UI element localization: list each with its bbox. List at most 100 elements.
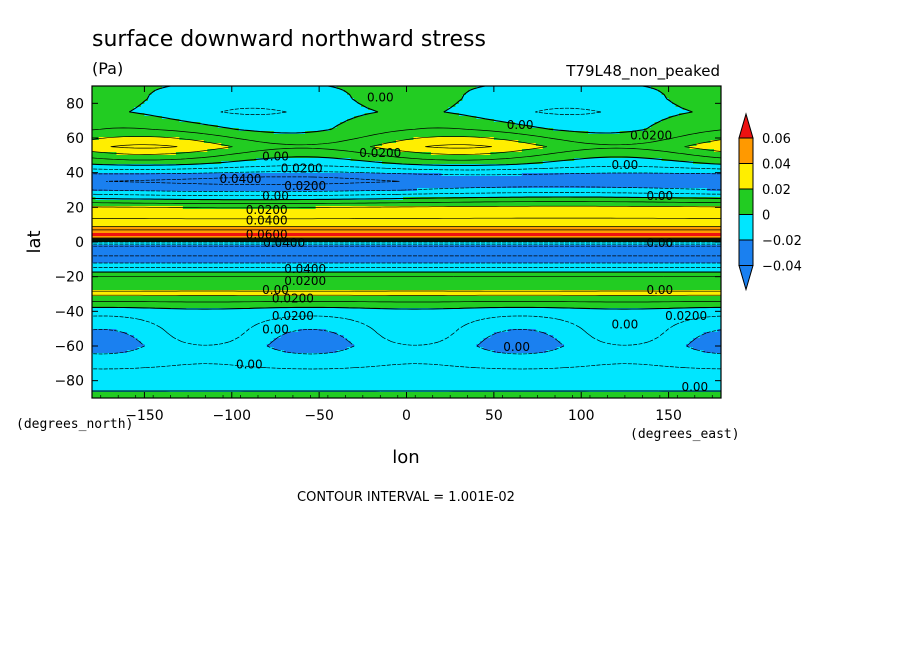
field-cell	[92, 353, 721, 357]
field-cell	[144, 101, 359, 105]
field-cell	[95, 197, 404, 201]
field-cell	[556, 338, 694, 342]
field-cell	[350, 158, 575, 162]
field-cell	[273, 338, 348, 342]
field-cell	[689, 110, 721, 114]
x-tick-label: 0	[402, 408, 411, 424]
field-cell	[92, 140, 205, 144]
contour-label: 0.0400	[220, 172, 262, 186]
field-cell	[161, 116, 355, 120]
field-cell	[336, 332, 495, 336]
field-cell	[92, 290, 721, 294]
field-cell	[116, 152, 177, 156]
field-cell	[140, 104, 362, 108]
contour-lines	[92, 86, 721, 392]
field-cell	[696, 143, 721, 147]
y-tick-label: 20	[66, 200, 84, 216]
field-cell	[556, 347, 694, 351]
field-cell	[92, 191, 721, 195]
field-cell	[654, 122, 721, 126]
field-cell	[92, 182, 721, 186]
field-cell	[92, 320, 721, 324]
field-cell	[462, 95, 666, 99]
contour-label: 0.00	[262, 323, 289, 337]
field-cell	[651, 86, 721, 90]
field-cell	[448, 107, 684, 111]
field-cell	[203, 140, 397, 144]
colorbar-segment	[738, 163, 754, 190]
field-cell	[375, 110, 446, 114]
y-tick-label: −80	[54, 374, 84, 390]
field-cell	[507, 329, 537, 333]
field-cell	[92, 134, 721, 138]
field-cell	[137, 338, 275, 342]
field-cell	[343, 335, 491, 339]
field-cell	[619, 131, 721, 135]
field-cell	[92, 368, 721, 372]
field-cell	[133, 107, 369, 111]
field-cell	[92, 278, 721, 282]
field-cell	[357, 101, 460, 105]
field-cell	[490, 335, 554, 339]
field-cell	[347, 338, 484, 342]
field-cell	[350, 341, 481, 345]
field-cell	[151, 92, 348, 96]
field-cell	[92, 131, 275, 135]
field-cell	[444, 110, 691, 114]
field-cell	[92, 293, 721, 297]
contour-line	[92, 107, 721, 370]
contour-line	[92, 226, 721, 240]
field-cell	[476, 116, 670, 120]
colorbar-segment	[738, 137, 754, 164]
field-cell	[560, 341, 691, 345]
field-cell	[658, 89, 721, 93]
contour-label: 0.00	[367, 90, 394, 104]
field-cell	[92, 122, 201, 126]
field-cell	[92, 383, 721, 387]
field-cell	[689, 146, 721, 150]
colorbar-label: 0	[762, 209, 770, 224]
field-cell	[483, 347, 558, 351]
field-cell	[92, 104, 142, 108]
field-cell	[92, 170, 721, 174]
field-cell	[92, 152, 118, 156]
field-cell	[665, 95, 721, 99]
field-cell	[92, 356, 721, 360]
field-cell	[493, 332, 547, 336]
x-tick-label: 150	[655, 408, 682, 424]
y-tick-label: 80	[66, 96, 84, 112]
field-cell	[144, 344, 268, 348]
field-cell	[92, 149, 208, 153]
field-cell	[476, 86, 652, 90]
field-cell	[92, 269, 721, 273]
field-cell	[284, 332, 338, 336]
field-cell	[336, 125, 533, 129]
field-cell	[92, 371, 721, 375]
field-cell	[668, 116, 721, 120]
field-cell	[483, 338, 558, 342]
field-cell	[179, 119, 348, 123]
field-cell	[92, 110, 132, 114]
colorbar-label: −0.04	[762, 260, 802, 275]
contour-line	[92, 171, 721, 355]
colorbar-segment	[738, 188, 754, 215]
x-tick-label: −150	[125, 408, 163, 424]
field-cell	[661, 92, 721, 96]
field-cell	[92, 386, 721, 390]
colorbar: 0.06 0.04 0.02 0 −0.02 −0.04	[738, 112, 802, 292]
field-cell	[535, 329, 719, 333]
field-cell	[521, 173, 721, 177]
field-cell	[92, 341, 142, 345]
colorbar-segment	[738, 214, 754, 241]
contour-label: 0.0200	[665, 309, 707, 323]
field-cell	[92, 317, 721, 321]
x-axis: −150 −100 −50 0 50 100 150	[100, 86, 713, 424]
y-tick-label: 60	[66, 131, 84, 147]
field-cell	[154, 89, 345, 93]
field-cell	[92, 344, 146, 348]
field-cell	[92, 107, 135, 111]
field-cell	[703, 350, 721, 354]
field-cell	[563, 344, 687, 348]
